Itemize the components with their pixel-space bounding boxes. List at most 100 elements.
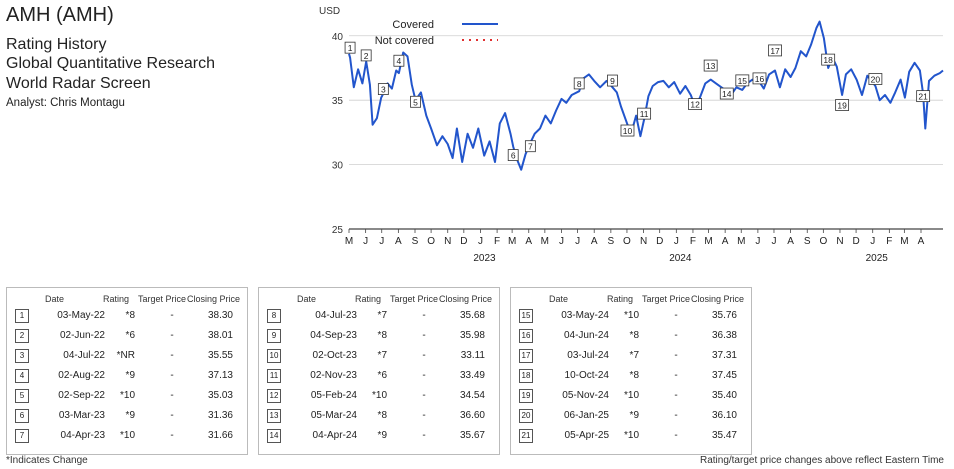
x-tick-label: J: [379, 236, 384, 247]
cell-closing-price: 36.38: [711, 330, 737, 341]
row-number-badge: 13: [267, 409, 281, 423]
row-number-badge: 21: [519, 429, 533, 443]
row-number-badge: 5: [15, 389, 29, 403]
cell-date: 05-Apr-25: [564, 430, 609, 441]
row-number-badge: 10: [267, 349, 281, 363]
rating-table-2: Date Rating Target Price Closing Price 8 04-J…: [258, 287, 500, 455]
cell-date: 04-Apr-23: [60, 430, 105, 441]
cell-rating: *9: [377, 430, 387, 441]
cell-rating: *7: [377, 350, 387, 361]
cell-target-price: -: [170, 350, 174, 361]
cell-date: 02-Oct-23: [312, 350, 357, 361]
cell-closing-price: 35.67: [459, 430, 485, 441]
row-number-badge: 8: [267, 309, 281, 323]
table-row: 21 05-Apr-25 *10 - 35.47: [511, 426, 751, 446]
table-row: 2 02-Jun-22 *6 - 38.01: [7, 326, 247, 346]
analyst-name: Analyst: Chris Montagu: [6, 97, 125, 109]
rating-marker-box: [752, 72, 767, 85]
table-row: 7 04-Apr-23 *10 - 31.66: [7, 426, 247, 446]
subtitle-research-group: Global Quantitative Research: [6, 55, 215, 72]
table-row: 6 03-Mar-23 *9 - 31.36: [7, 406, 247, 426]
subtitle-screen: World Radar Screen: [6, 75, 151, 92]
x-tick-label: N: [444, 236, 451, 247]
rating-marker-box: [607, 74, 618, 87]
rating-marker-label: 18: [823, 55, 833, 65]
cell-rating: *8: [377, 330, 387, 341]
table-row: 13 05-Mar-24 *8 - 36.60: [259, 406, 499, 426]
cell-target-price: -: [170, 410, 174, 421]
cell-target-price: -: [170, 430, 174, 441]
table-row: 10 02-Oct-23 *7 - 33.11: [259, 346, 499, 366]
x-tick-label: J: [478, 236, 483, 247]
cell-target-price: -: [422, 390, 426, 401]
cell-rating: *8: [377, 410, 387, 421]
cell-rating: *10: [623, 310, 639, 321]
rating-marker-box: [360, 49, 372, 62]
row-number-badge: 17: [519, 349, 533, 363]
rating-marker-label: 5: [413, 97, 418, 107]
cell-target-price: -: [422, 430, 426, 441]
cell-closing-price: 35.76: [711, 310, 737, 321]
x-tick-label: J: [363, 236, 368, 247]
rating-marker-label: 11: [640, 109, 649, 119]
cell-date: 04-Jul-23: [315, 310, 357, 321]
page-title: AMH (AMH): [6, 4, 114, 26]
column-header-rating: Rating: [607, 294, 634, 304]
cell-date: 03-May-22: [57, 310, 105, 321]
table-row: 1 03-May-22 *8 - 38.30: [7, 306, 247, 326]
rating-marker-box: [377, 83, 389, 95]
cell-target-price: -: [674, 370, 678, 381]
column-header-target: Target Price: [642, 294, 691, 304]
x-tick-label: M: [704, 236, 712, 247]
table-row: 15 03-May-24 *10 - 35.76: [511, 306, 751, 326]
x-tick-label: M: [541, 236, 549, 247]
x-tick-label: J: [755, 236, 760, 247]
cell-target-price: -: [674, 310, 678, 321]
rating-marker-label: 20: [871, 75, 881, 85]
legend-label: Not covered: [375, 35, 434, 47]
row-number-badge: 1: [15, 309, 29, 323]
year-label: 2024: [669, 253, 692, 264]
row-number-badge: 20: [519, 409, 533, 423]
cell-target-price: -: [170, 330, 174, 341]
row-number-badge: 16: [519, 329, 533, 343]
row-number-badge: 12: [267, 389, 281, 403]
cell-date: 04-Sep-23: [310, 330, 357, 341]
cell-closing-price: 33.11: [460, 350, 485, 361]
cell-rating: *7: [629, 350, 639, 361]
rating-marker-label: 12: [690, 100, 700, 110]
cell-date: 02-Aug-22: [58, 370, 105, 381]
footnote-timezone: Rating/target price changes above reflec…: [699, 455, 944, 466]
table-row: 11 02-Nov-23 *6 - 33.49: [259, 366, 499, 386]
x-tick-label: M: [737, 236, 745, 247]
cell-closing-price: 33.49: [459, 370, 485, 381]
rating-marker-box: [507, 149, 519, 161]
year-label: 2025: [866, 253, 889, 264]
x-tick-label: M: [900, 236, 908, 247]
column-header-date: Date: [297, 294, 317, 304]
x-tick-label: F: [886, 236, 892, 247]
rating-marker-box: [620, 124, 635, 137]
row-number-badge: 4: [15, 369, 29, 383]
cell-date: 05-Nov-24: [562, 390, 609, 401]
cell-closing-price: 35.98: [459, 330, 485, 341]
cell-rating: *6: [377, 370, 387, 381]
cell-target-price: -: [170, 310, 174, 321]
cell-target-price: -: [422, 370, 426, 381]
row-number-badge: 15: [519, 309, 533, 323]
rating-marker-label: 2: [364, 51, 369, 61]
table-row: 17 03-Jul-24 *7 - 37.31: [511, 346, 751, 366]
row-number-badge: 6: [15, 409, 29, 423]
cell-date: 06-Jan-25: [563, 410, 609, 421]
x-tick-label: J: [771, 236, 776, 247]
cell-target-price: -: [674, 410, 678, 421]
cell-closing-price: 35.03: [207, 390, 233, 401]
rating-marker-label: 4: [397, 56, 402, 66]
table-row: 4 02-Aug-22 *9 - 37.13: [7, 366, 247, 386]
rating-marker-label: 8: [577, 79, 582, 89]
x-tick-label: O: [427, 236, 435, 247]
rating-marker-box: [821, 53, 836, 66]
cell-rating: *8: [629, 370, 639, 381]
cell-rating: *10: [119, 390, 135, 401]
